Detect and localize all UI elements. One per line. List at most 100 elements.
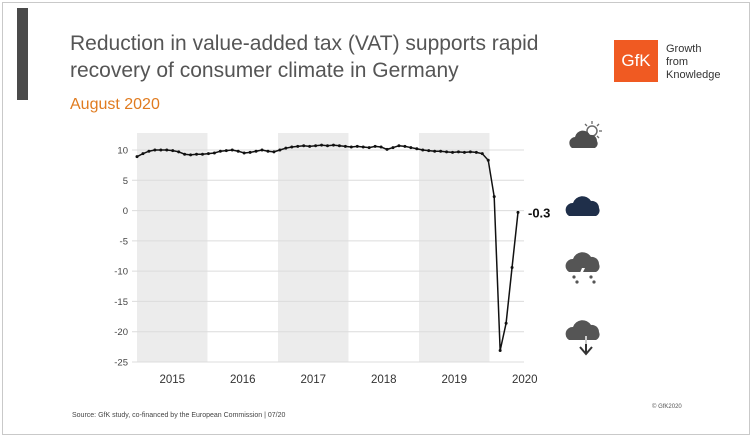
year-band-2019: [419, 133, 490, 362]
data-point: [147, 149, 151, 153]
data-point: [361, 145, 365, 149]
y-tick-label: -15: [114, 297, 128, 308]
data-point: [183, 152, 187, 156]
source-note: Source: GfK study, co-financed by the Eu…: [72, 412, 286, 419]
data-point: [135, 155, 139, 159]
data-point: [326, 144, 329, 148]
data-point: [266, 149, 270, 153]
data-point: [206, 152, 210, 156]
data-point: [218, 149, 222, 153]
data-point: [296, 144, 300, 148]
data-point: [212, 151, 216, 155]
title-line-1: Reduction in value-added tax (VAT) suppo…: [70, 32, 539, 55]
data-point: [433, 149, 437, 153]
data-point: [385, 147, 389, 151]
data-point: [200, 152, 204, 156]
data-point: [403, 144, 407, 148]
data-point: [308, 144, 312, 148]
data-point: [272, 150, 276, 154]
title-line-2: recovery of consumer climate in Germany: [70, 59, 459, 82]
data-point: [486, 158, 490, 162]
data-point: [254, 149, 258, 153]
accent-bar: [17, 8, 28, 100]
y-tick-label: -25: [114, 358, 128, 369]
y-tick-label: 5: [123, 176, 128, 187]
data-point: [391, 146, 395, 150]
x-tick-label: 2015: [159, 374, 185, 386]
data-point: [278, 148, 282, 152]
y-tick-label: -10: [114, 267, 128, 278]
data-point: [421, 148, 425, 152]
data-point: [427, 149, 431, 153]
data-point: [177, 150, 181, 154]
data-point: [260, 148, 264, 152]
cloud-down-arrow-icon: [565, 320, 600, 356]
tagline-line-1: Growth: [666, 43, 702, 55]
year-band-2015: [137, 133, 208, 362]
data-point: [153, 148, 157, 152]
data-point: [331, 143, 335, 147]
y-tick-label: -20: [114, 327, 128, 338]
data-point: [415, 147, 419, 151]
data-point: [439, 149, 443, 153]
data-point: [349, 145, 353, 149]
page-title: Reduction in value-added tax (VAT) suppo…: [70, 30, 590, 84]
data-point: [224, 149, 228, 153]
x-tick-label: 2018: [371, 374, 397, 386]
subtitle: August 2020: [70, 96, 160, 113]
dark-cloud-icon: [565, 196, 600, 216]
slide-frame: [2, 2, 750, 435]
last-value-label: -0.3: [528, 205, 550, 220]
data-point: [242, 151, 246, 155]
data-point: [510, 266, 514, 270]
data-point: [397, 144, 401, 148]
data-point: [379, 145, 383, 149]
logo-tagline: Growth from Knowledge: [666, 43, 720, 82]
data-point: [480, 152, 484, 156]
x-tick-label: 2017: [300, 374, 326, 386]
data-point: [236, 149, 240, 153]
data-point: [141, 152, 145, 156]
data-point: [355, 144, 359, 148]
storm-cloud-icon: [565, 252, 600, 284]
tagline-line-3: Knowledge: [666, 69, 721, 81]
x-tick-label: 2020: [512, 374, 538, 386]
x-tick-label: 2016: [230, 374, 256, 386]
data-point: [456, 150, 460, 154]
data-point: [284, 146, 288, 150]
y-tick-label: 10: [117, 146, 128, 157]
data-point: [159, 148, 163, 152]
data-point: [498, 348, 502, 352]
data-point: [373, 144, 377, 148]
data-point: [171, 149, 175, 153]
data-point: [451, 150, 455, 154]
copyright-note: © GfK2020: [652, 404, 682, 410]
data-point: [445, 150, 449, 154]
tagline-line-2: from: [666, 56, 688, 68]
data-point: [409, 146, 413, 150]
data-point: [248, 150, 252, 154]
data-point: [492, 195, 496, 199]
y-tick-label: -5: [120, 236, 128, 247]
data-point: [165, 148, 169, 152]
data-point: [337, 144, 341, 148]
data-point: [290, 145, 294, 149]
gfk-logo: GfK: [614, 40, 658, 82]
data-point: [474, 150, 478, 154]
data-point: [302, 144, 306, 148]
data-point: [462, 150, 466, 154]
data-point: [504, 321, 508, 325]
data-point: [314, 144, 318, 148]
data-point: [320, 143, 324, 147]
year-band-2017: [278, 133, 349, 362]
data-point: [195, 152, 199, 156]
data-point: [367, 146, 371, 150]
data-point: [230, 148, 234, 152]
data-point: [189, 153, 193, 157]
sun-cloud-icon: [569, 121, 602, 148]
data-point: [468, 150, 472, 154]
data-point: [343, 144, 347, 148]
y-tick-label: 0: [123, 206, 128, 217]
x-tick-label: 2019: [441, 374, 467, 386]
